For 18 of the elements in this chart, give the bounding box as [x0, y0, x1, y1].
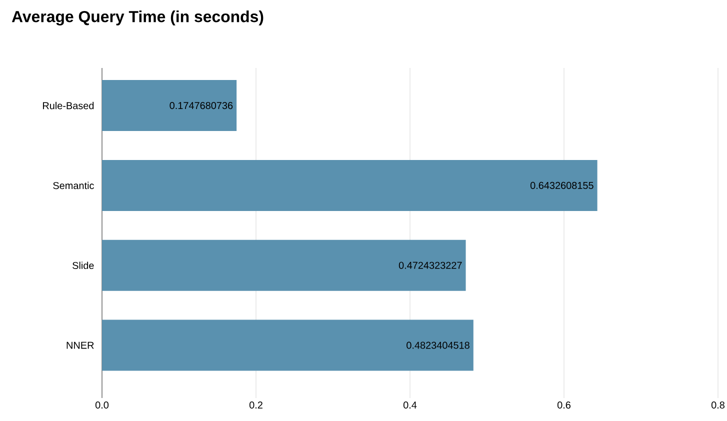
data-label: 0.4724323227 — [398, 262, 462, 269]
y-tick-label: Rule-Based — [42, 102, 94, 110]
y-tick-label: NNER — [66, 342, 94, 349]
bar — [102, 320, 474, 371]
x-tick-label: 0.4 — [403, 402, 417, 409]
x-tick-label: 0.0 — [95, 402, 109, 409]
x-tick-label: 0.6 — [557, 402, 570, 409]
bar — [102, 80, 237, 132]
data-label: 0.6432608155 — [530, 182, 594, 189]
chart-title: Average Query Time (in seconds) — [12, 10, 264, 26]
bar — [102, 240, 466, 291]
x-tick-label: 0.8 — [711, 402, 724, 409]
x-tick-label: 0.2 — [249, 402, 262, 409]
data-label: 0.1747680736 — [170, 102, 233, 110]
y-tick-label: Slide — [72, 262, 94, 270]
data-label: 0.4823404518 — [406, 342, 470, 349]
bar — [102, 160, 598, 211]
y-tick-label: Semantic — [53, 182, 94, 190]
